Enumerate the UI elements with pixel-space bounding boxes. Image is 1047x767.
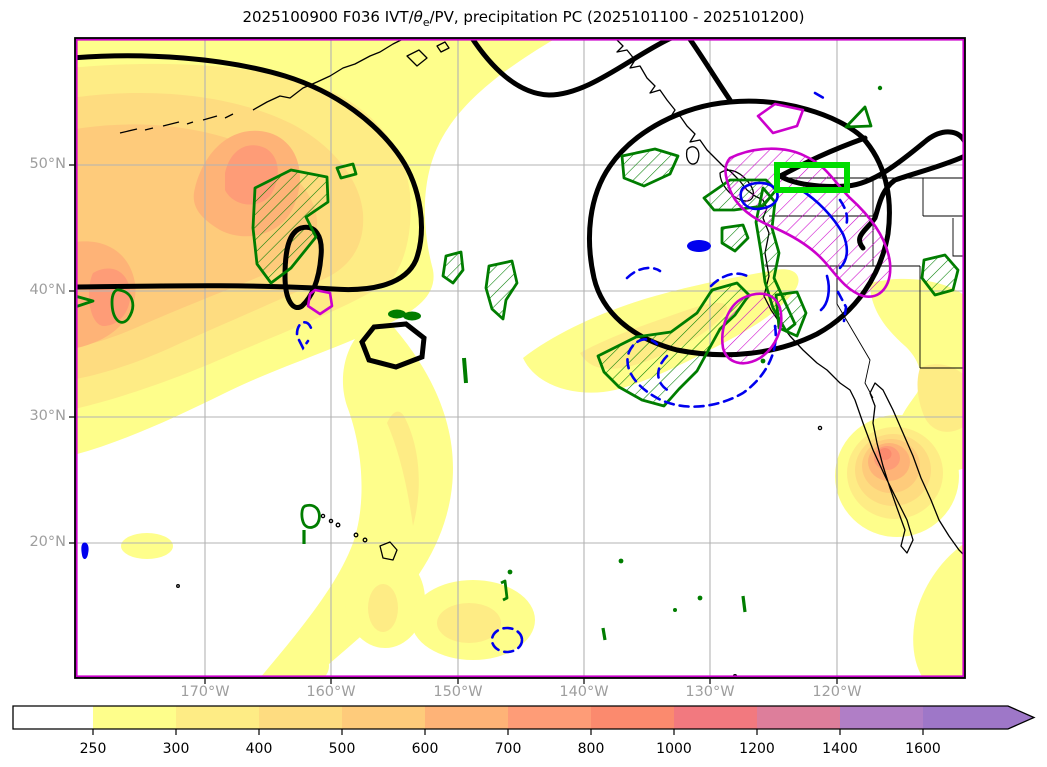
- x-tick-150W: 150°W: [433, 684, 483, 700]
- y-tick-30N: 30°N: [29, 408, 66, 424]
- cbar-label-1000: 1000: [656, 741, 692, 757]
- map-canvas: [69, 37, 966, 684]
- cbar-label-1200: 1200: [739, 741, 775, 757]
- blue-marks: [81, 240, 711, 560]
- green-marks: [388, 85, 883, 612]
- title-part1: 2025100900 F036 IVT/: [242, 8, 414, 26]
- x-tick-130W: 130°W: [685, 684, 735, 700]
- cbar-label-1400: 1400: [822, 741, 858, 757]
- colorbar-outline: [12, 705, 1036, 730]
- cbar-seg-11: [923, 706, 1008, 729]
- title-part2: /PV, precipitation PC (2025101100 - 2025…: [429, 8, 805, 26]
- blue-contours-solid: [739, 181, 849, 312]
- ivt-level-800: [878, 448, 892, 460]
- title-theta-symbol: θ: [413, 8, 423, 26]
- cbar-seg-10: [840, 706, 923, 729]
- gridlines: [75, 38, 965, 678]
- colorbar-tick-labels: 250 300 400 500 600 700 800 1000 1200 14…: [80, 741, 941, 757]
- x-tick-160W: 160°W: [306, 684, 356, 700]
- cbar-seg-6: [508, 706, 591, 729]
- cbar-seg-9: [757, 706, 840, 729]
- magenta-edge-contour: [75, 38, 965, 678]
- cbar-label-250: 250: [80, 741, 107, 757]
- colorbar: 250 300 400 500 600 700 800 1000 1200 14…: [12, 705, 1036, 757]
- x-tick-170W: 170°W: [180, 684, 230, 700]
- cbar-label-700: 700: [495, 741, 522, 757]
- cbar-label-500: 500: [329, 741, 356, 757]
- colorbar-segments: [13, 706, 1034, 729]
- cbar-seg-7: [591, 706, 674, 729]
- title-theta-subscript: e: [422, 16, 430, 29]
- cbar-extend-arrow: [1008, 706, 1034, 729]
- map-frame: [74, 37, 966, 679]
- cbar-label-300: 300: [163, 741, 190, 757]
- cbar-seg-8: [674, 706, 757, 729]
- cbar-seg-1: [93, 706, 176, 729]
- y-tick-40N: 40°N: [29, 282, 66, 298]
- colorbar-ticks: [92, 729, 924, 735]
- green-hatch-fills: [253, 149, 958, 406]
- x-tick-120W: 120°W: [812, 684, 862, 700]
- cbar-label-1600: 1600: [905, 741, 941, 757]
- cbar-seg-2: [176, 706, 259, 729]
- cbar-label-400: 400: [246, 741, 273, 757]
- y-tick-50N: 50°N: [29, 156, 66, 172]
- cbar-label-800: 800: [578, 741, 605, 757]
- map-area: [67, 30, 973, 686]
- cbar-seg-0: [13, 706, 93, 729]
- target-region-box: [774, 162, 850, 193]
- cbar-seg-3: [259, 706, 342, 729]
- ivt-shading: [75, 38, 965, 678]
- axis-ticks: [69, 164, 838, 684]
- y-tick-20N: 20°N: [29, 534, 66, 550]
- x-tick-140W: 140°W: [559, 684, 609, 700]
- blue-contours-dashed: [295, 91, 849, 654]
- cbar-seg-5: [425, 706, 508, 729]
- figure-title: 2025100900 F036 IVT/θe/PV, precipitation…: [0, 8, 1047, 29]
- cbar-seg-4: [342, 706, 425, 729]
- cbar-label-600: 600: [412, 741, 439, 757]
